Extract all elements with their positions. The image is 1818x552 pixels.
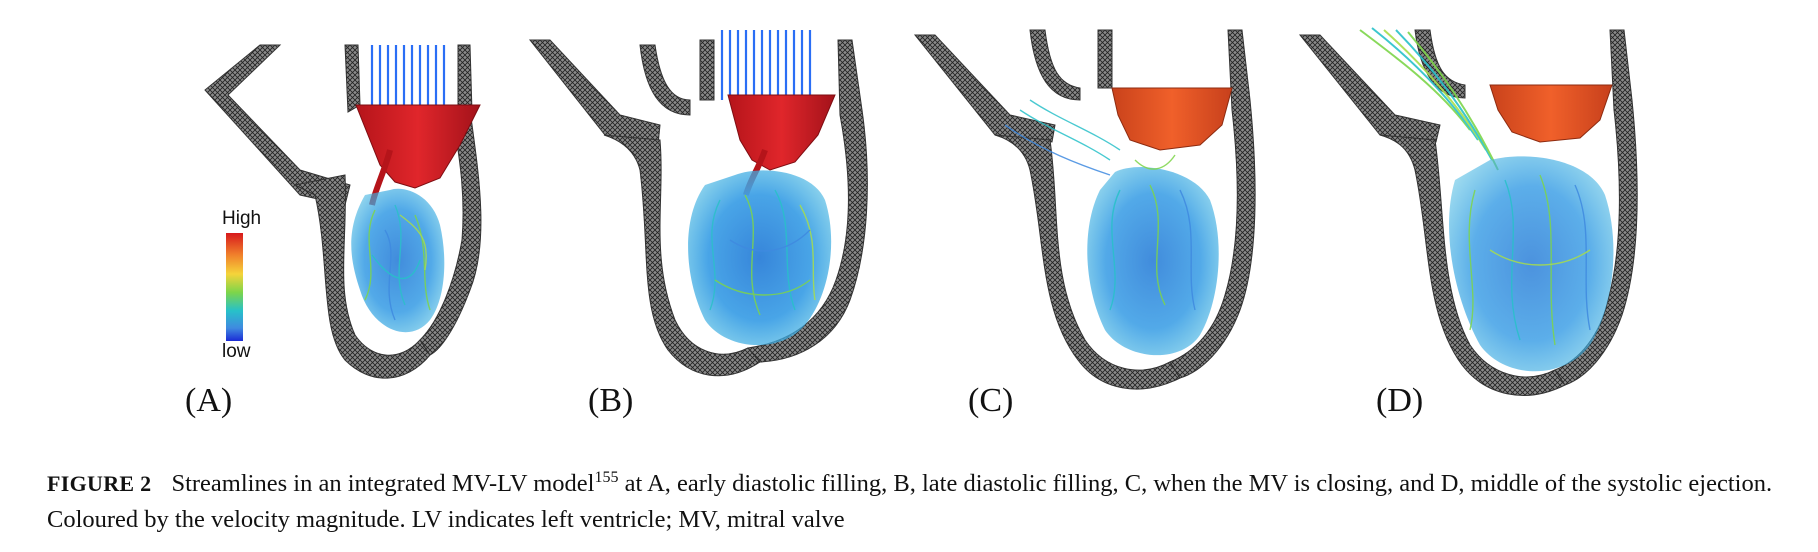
figure-graphic [204, 27, 1638, 396]
panel-a-graphic [204, 44, 482, 379]
legend-high-label: High [222, 208, 262, 229]
panel-label-a: (A) [185, 382, 233, 419]
panel-label-d: (D) [1376, 382, 1424, 419]
figure-label: FIGURE 2 [47, 471, 152, 496]
panel-d-graphic [1298, 27, 1638, 396]
figure-caption: FIGURE 2 Streamlines in an integrated MV-… [47, 466, 1782, 538]
caption-text-start: Streamlines in an integrated MV-LV model [171, 470, 595, 497]
figure-panels: High low (A) (B) (C) (D) [185, 27, 1638, 419]
caption-text-end: at A, early diastolic filling, B, late d… [47, 470, 1773, 533]
citation-reference: 155 [594, 468, 619, 486]
panel-label-b: (B) [588, 382, 634, 419]
panel-b-graphic [528, 30, 868, 377]
panel-label-c: (C) [968, 382, 1014, 419]
color-scale-bar [226, 233, 243, 341]
panel-c-graphic [913, 29, 1256, 390]
legend-low-label: low [222, 341, 251, 362]
